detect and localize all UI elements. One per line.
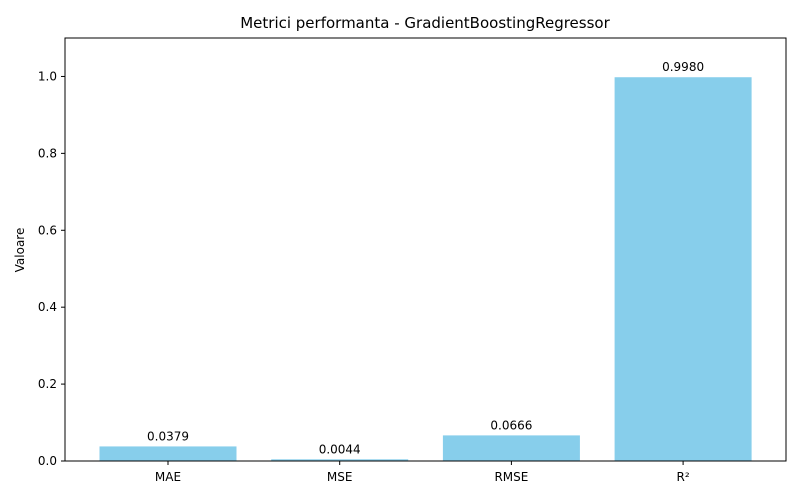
data-label-0: 0.0379	[147, 429, 189, 443]
y-axis-label: Valoare	[13, 228, 27, 273]
data-labels-group: 0.0379 0.0044 0.0666 0.9980	[147, 60, 704, 456]
y-tick-label-1: 0.2	[38, 377, 57, 391]
bars-group	[99, 77, 752, 461]
x-axis-ticks: MAE MSE RMSE R²	[155, 461, 690, 484]
x-tick-label-3: R²	[677, 470, 690, 484]
x-tick-label-0: MAE	[155, 470, 181, 484]
x-tick-label-1: MSE	[327, 470, 353, 484]
y-tick-label-2: 0.4	[38, 300, 57, 314]
y-tick-label-4: 0.8	[38, 146, 57, 160]
y-tick-label-5: 1.0	[38, 69, 57, 83]
data-label-1: 0.0044	[319, 442, 361, 456]
chart-title: Metrici performanta - GradientBoostingRe…	[240, 14, 610, 32]
y-axis-ticks: 0.0 0.2 0.4 0.6 0.8 1.0	[38, 69, 65, 468]
x-tick-label-2: RMSE	[494, 470, 528, 484]
bar-1	[271, 459, 409, 461]
bar-2	[442, 435, 580, 461]
data-label-2: 0.0666	[490, 418, 532, 432]
y-tick-label-0: 0.0	[38, 454, 57, 468]
bar-0	[99, 446, 237, 461]
data-label-3: 0.9980	[662, 60, 704, 74]
bar-3	[614, 77, 752, 461]
plot-frame	[64, 37, 787, 462]
y-tick-label-3: 0.6	[38, 223, 57, 237]
